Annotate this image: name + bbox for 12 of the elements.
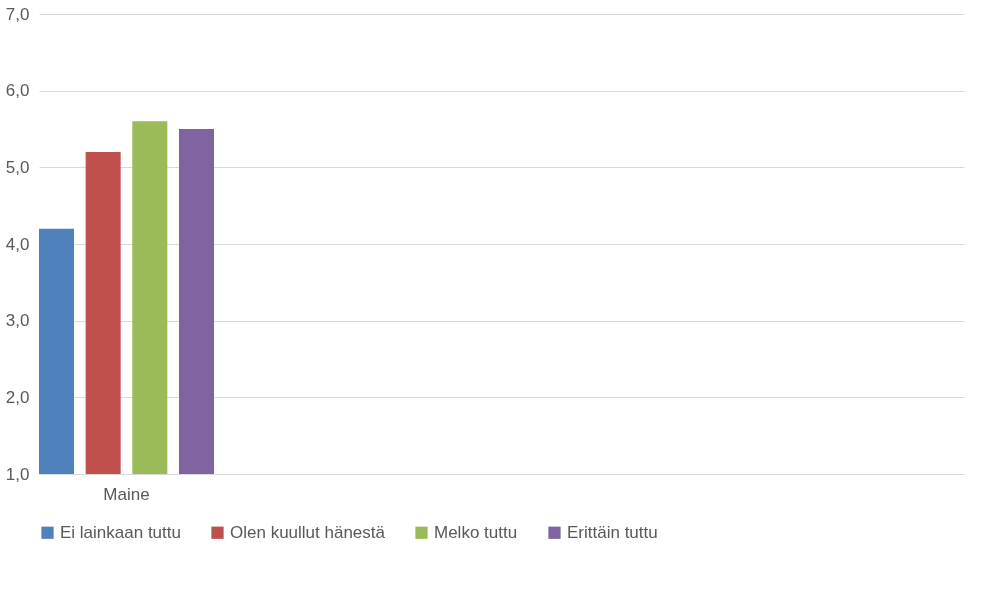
legend-label: Olen kuullut hänestä [230,522,386,542]
x-tick-label: Maine [103,484,150,504]
y-tick-label: 6,0 [5,81,30,101]
y-tick-label: 2,0 [5,387,30,407]
legend-label: Ei lainkaan tuttu [60,522,181,542]
y-tick-label: 5,0 [5,157,30,177]
y-tick-label: 7,0 [5,4,30,24]
legend-label: Erittäin tuttu [567,522,658,542]
y-tick-label: 4,0 [5,234,30,254]
y-tick-label: 1,0 [5,464,30,484]
y-tick-label: 3,0 [5,311,30,331]
legend-label: Melko tuttu [434,522,518,542]
